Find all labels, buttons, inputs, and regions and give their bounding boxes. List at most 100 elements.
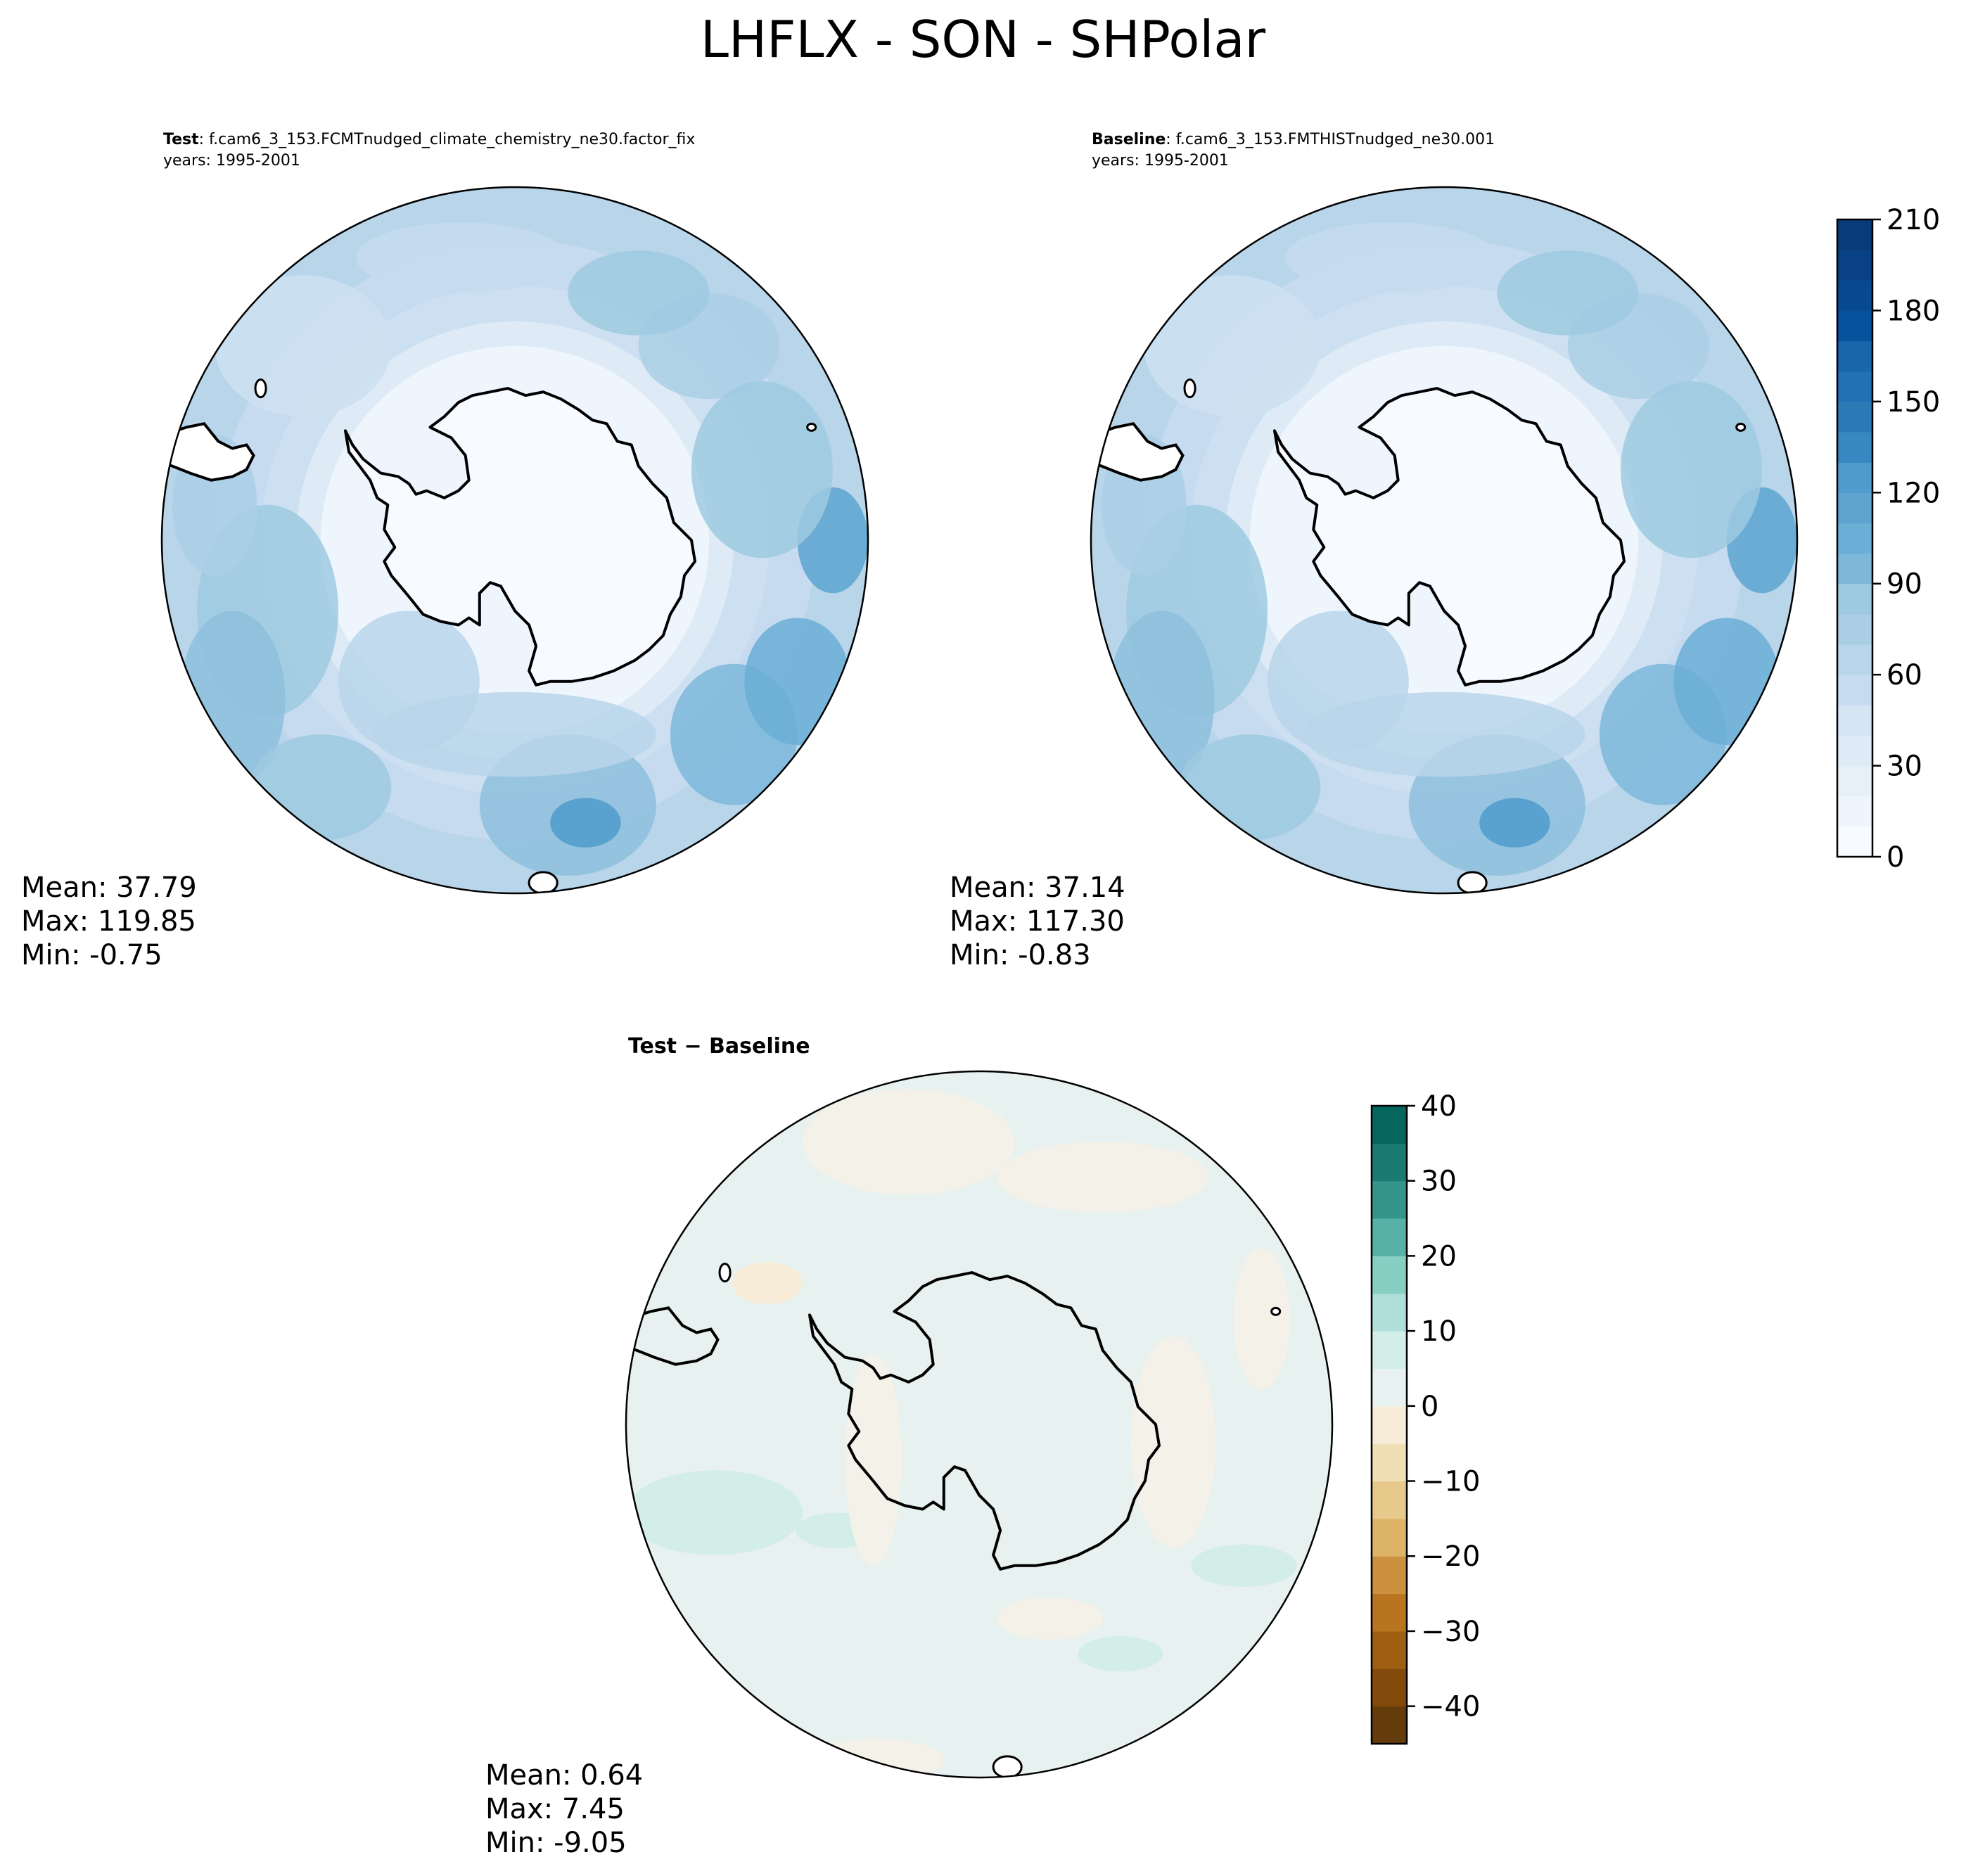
colorbar-swatch (1837, 826, 1872, 857)
colorbar-tick-label: −40 (1421, 1691, 1480, 1723)
diff-blob-7 (1233, 1248, 1290, 1389)
contour-blob-12 (691, 381, 833, 559)
colorbar-swatch (1837, 796, 1872, 827)
diff-mean: Mean: 0.64 (485, 1759, 644, 1792)
map-boundary (625, 1070, 1334, 1779)
diff-background (626, 1071, 1332, 1778)
colorbar-swatch (1837, 310, 1872, 342)
diff-blob-0 (626, 1470, 803, 1555)
colorbar-tick-label: 60 (1887, 659, 1922, 691)
colorbar-swatch (1372, 1256, 1407, 1294)
colorbar-swatch (1372, 1668, 1407, 1707)
baseline-case-name: : f.cam6_3_153.FMTHISTnudged_ne30.001 (1166, 131, 1495, 148)
contour-blob-10 (356, 222, 568, 293)
new-zealand-coastline (528, 871, 558, 893)
colorbar-swatch (1837, 583, 1872, 615)
contour-blob-4 (1479, 798, 1550, 848)
colorbar-swatch (1837, 280, 1872, 312)
colorbar-swatch (1837, 401, 1872, 433)
colorbar-tick-label: 30 (1887, 751, 1922, 783)
colorbar-swatch (1837, 675, 1872, 706)
colorbar-swatch (1837, 340, 1872, 372)
diff-blob-10 (997, 1597, 1103, 1640)
colorbar-swatch (1837, 644, 1872, 675)
colorbar-tick-label: 120 (1887, 477, 1940, 509)
colorbar-tick-label: 10 (1421, 1315, 1457, 1348)
colorbar-swatch (1837, 613, 1872, 645)
baseline-max: Max: 117.30 (950, 905, 1125, 938)
contour-blob-12 (1621, 381, 1762, 559)
diff-blob-4 (803, 1089, 1015, 1195)
colorbar-tick-label: 180 (1887, 295, 1940, 327)
diff-blob-11 (803, 1738, 944, 1778)
diff-title: Test − Baseline (628, 1034, 810, 1059)
test-years: years: 1995-2001 (163, 152, 300, 170)
contour-blob-6 (1673, 618, 1780, 746)
contour-blob-11 (1144, 275, 1321, 417)
colorbar-frame (1370, 1104, 1408, 1745)
diff-max: Max: 7.45 (485, 1793, 625, 1825)
map-boundary (1090, 186, 1799, 895)
diff-blob-9 (845, 1353, 902, 1566)
land-interior (1275, 388, 1624, 685)
colorbar-swatch (1372, 1331, 1407, 1370)
field-base (1091, 187, 1797, 893)
colorbar-tick-label: 0 (1887, 841, 1904, 874)
diff-blob-2 (1078, 1636, 1163, 1672)
colorbar-swatch (1837, 219, 1872, 250)
map-boundary (160, 186, 869, 895)
test-mean: Mean: 37.79 (21, 872, 197, 904)
south-america-coastline (626, 1306, 720, 1366)
colorbar-swatch (1372, 1556, 1407, 1595)
test-map (160, 186, 869, 895)
contour-blob-6 (744, 618, 850, 746)
colorbar-tick-label: 0 (1421, 1391, 1438, 1423)
colorbar-swatch (1372, 1706, 1407, 1744)
colorbar-absolute: 0 30 60 90 120 150 180 210 (1836, 204, 1940, 874)
colorbar-difference: −40 −30 −20 −10 0 10 20 30 40 (1370, 1090, 1480, 1745)
baseline-case-header: Baseline: f.cam6_3_153.FMTHISTnudged_ne3… (1092, 129, 1495, 172)
colorbar-tick-label: 40 (1421, 1090, 1457, 1123)
colorbar-swatch (1837, 523, 1872, 554)
contour-blob-10 (1285, 222, 1498, 293)
colorbar-swatch (1837, 735, 1872, 767)
colorbar-tick-label: 90 (1887, 568, 1922, 601)
colorbar-swatch (1372, 1106, 1407, 1144)
antarctica-coastline (1273, 387, 1626, 687)
contour-blob-2 (250, 734, 392, 841)
colorbar-swatch (1372, 1218, 1407, 1257)
baseline-mean: Mean: 37.14 (950, 872, 1125, 904)
colorbar-swatch (1837, 705, 1872, 736)
island-coastline (1735, 422, 1747, 432)
new-zealand-coastline (992, 1755, 1023, 1778)
contour-blob-9 (568, 250, 710, 336)
south-america-coastline (1091, 422, 1185, 482)
colorbar-tick-label: 150 (1887, 386, 1940, 419)
figure-title: LHFLX - SON - SHPolar (700, 10, 1266, 69)
colorbar-swatch (1372, 1518, 1407, 1557)
diff-blob-5 (997, 1142, 1209, 1213)
test-label: Test (163, 131, 199, 148)
colorbar-swatch (1372, 1593, 1407, 1632)
contour-blob-9 (1497, 250, 1639, 336)
colorbar-swatch (1372, 1293, 1407, 1332)
island-coastline (718, 1263, 732, 1283)
diff-blob-8 (1130, 1336, 1216, 1548)
new-zealand-coastline (1457, 871, 1488, 893)
colorbar-swatch (1372, 1405, 1407, 1444)
diff-blob-3 (1191, 1544, 1297, 1587)
baseline-label: Baseline (1092, 131, 1166, 148)
colorbar-swatch (1372, 1481, 1407, 1519)
baseline-map (1090, 186, 1799, 895)
contour-blob-2 (1179, 734, 1321, 841)
colorbar-tick-label: −20 (1421, 1540, 1480, 1573)
field-diff (626, 1071, 1332, 1778)
colorbar-swatch (1837, 553, 1872, 585)
diff-stats: Mean: 0.64 Max: 7.45 Min: -9.05 (485, 1759, 643, 1860)
colorbar-swatch (1837, 371, 1872, 402)
island-coastline (254, 378, 267, 399)
field-test (162, 187, 868, 893)
colorbar-tick-label: −10 (1421, 1466, 1480, 1498)
island-coastline (806, 422, 817, 432)
